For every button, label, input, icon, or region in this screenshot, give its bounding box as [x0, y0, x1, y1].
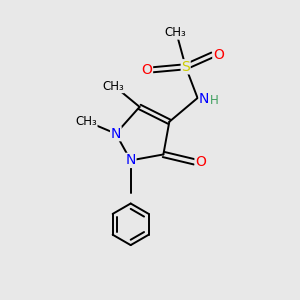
Text: CH₃: CH₃ [102, 80, 124, 93]
Text: S: S [181, 60, 190, 74]
Text: O: O [195, 155, 206, 169]
Text: N: N [125, 153, 136, 167]
Text: O: O [213, 48, 224, 62]
Text: H: H [209, 94, 218, 107]
Text: CH₃: CH₃ [75, 115, 97, 128]
Text: N: N [199, 92, 209, 106]
Text: O: O [142, 63, 152, 77]
Text: N: N [111, 127, 121, 141]
Text: CH₃: CH₃ [164, 26, 186, 39]
